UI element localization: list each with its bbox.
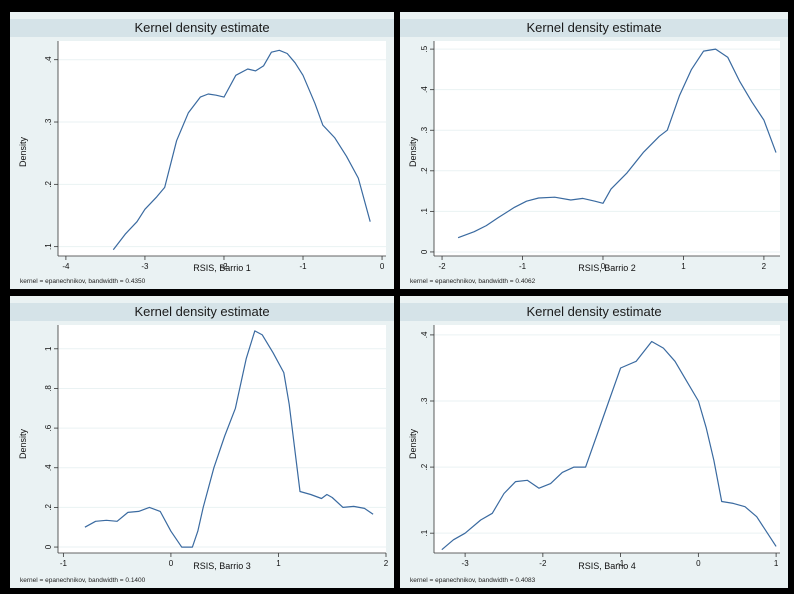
- chart-panel-barrio-3: Kernel density estimate Density 0.2.4.6.…: [10, 296, 394, 588]
- x-tick-label: 2: [762, 262, 767, 271]
- y-tick-label: .3: [420, 397, 429, 404]
- y-tick-label: .2: [420, 463, 429, 470]
- plot-area: [58, 41, 386, 256]
- plot-area: [434, 41, 780, 256]
- density-line: [457, 48, 777, 239]
- x-tick-label: -1: [60, 559, 68, 568]
- y-tick-label: .2: [420, 167, 429, 174]
- kernel-note: kernel = epanechnikov, bandwidth = 0.435…: [20, 278, 146, 285]
- y-tick-label: .2: [44, 504, 53, 511]
- y-tick-label: .3: [420, 126, 429, 133]
- x-tick-label: -4: [62, 262, 70, 271]
- y-tick-label: .1: [420, 207, 429, 214]
- x-axis-label: RSIS, Barrio 1: [193, 263, 251, 273]
- plot-area: [58, 325, 386, 553]
- plot-area: [434, 325, 780, 553]
- density-line: [112, 49, 371, 251]
- y-tick-label: 0: [44, 544, 53, 549]
- chart-title: Kernel density estimate: [10, 19, 394, 37]
- chart-title: Kernel density estimate: [10, 303, 394, 321]
- chart-panel-barrio-2: Kernel density estimate Density 0.1.2.3.…: [400, 12, 788, 289]
- x-tick-label: 0: [601, 262, 606, 271]
- density-line: [84, 330, 374, 548]
- x-tick-label: 1: [276, 559, 281, 568]
- x-tick-label: -2: [220, 262, 228, 271]
- density-line: [441, 340, 777, 551]
- density-plot: .1 .2 .3 .4 -3 -2 -1 0 1 RSIS, Barrio 4: [420, 325, 780, 571]
- y-tick-label: .6: [44, 424, 53, 431]
- x-tick-label: -3: [462, 559, 470, 568]
- kernel-note: kernel = epanechnikov, bandwidth = 0.406…: [410, 278, 536, 285]
- density-plot: .1 .2 .3 .4 -4 -3 -2 -1 0 RSIS, Barrio 1: [44, 41, 386, 273]
- x-tick-label: -3: [141, 262, 149, 271]
- x-tick-label: -2: [438, 262, 446, 271]
- density-plot: 0 .2 .4 .6 .8 1 -1 0 1 2 RSIS, Barrio 3: [44, 325, 389, 571]
- y-tick-label: .2: [44, 180, 53, 187]
- y-tick-label: .4: [44, 464, 53, 471]
- x-tick-label: -2: [539, 559, 547, 568]
- kernel-note: kernel = epanechnikov, bandwidth = 0.140…: [20, 577, 146, 584]
- x-tick-label: 2: [384, 559, 389, 568]
- x-axis-label: RSIS, Barrio 2: [578, 263, 636, 273]
- chart-title: Kernel density estimate: [400, 303, 788, 321]
- y-tick-label: .5: [420, 45, 429, 52]
- x-tick-label: 0: [169, 559, 174, 568]
- x-tick-label: -1: [519, 262, 527, 271]
- y-tick-label: .3: [44, 118, 53, 125]
- density-plot: 0 .1 .2 .3 .4 .5 -2 -1 0 1 2 RSIS, Barrio 2: [420, 41, 780, 273]
- y-tick-label: 0: [420, 249, 429, 254]
- x-tick-label: 0: [696, 559, 701, 568]
- y-tick-label: .1: [44, 243, 53, 250]
- y-tick-label: .4: [420, 86, 429, 93]
- kernel-note: kernel = epanechnikov, bandwidth = 0.408…: [410, 577, 536, 584]
- x-tick-label: -1: [617, 559, 625, 568]
- chart-panel-barrio-4: Kernel density estimate Density .1.2.3.4…: [400, 296, 788, 588]
- x-tick-label: -1: [299, 262, 307, 271]
- chart-title: Kernel density estimate: [400, 19, 788, 37]
- y-tick-label: .8: [44, 385, 53, 392]
- y-tick-label: .4: [420, 331, 429, 338]
- y-tick-label: .4: [44, 56, 53, 63]
- x-axis-label: RSIS, Barrio 4: [578, 561, 636, 571]
- x-tick-label: 1: [774, 559, 779, 568]
- x-tick-label: 0: [380, 262, 385, 271]
- x-tick-label: 1: [681, 262, 686, 271]
- x-axis-label: RSIS, Barrio 3: [193, 561, 251, 571]
- y-tick-label: 1: [44, 346, 53, 351]
- chart-panel-barrio-1: Kernel density estimate Density .1.2.3.4…: [10, 12, 394, 289]
- y-tick-label: .1: [420, 529, 429, 536]
